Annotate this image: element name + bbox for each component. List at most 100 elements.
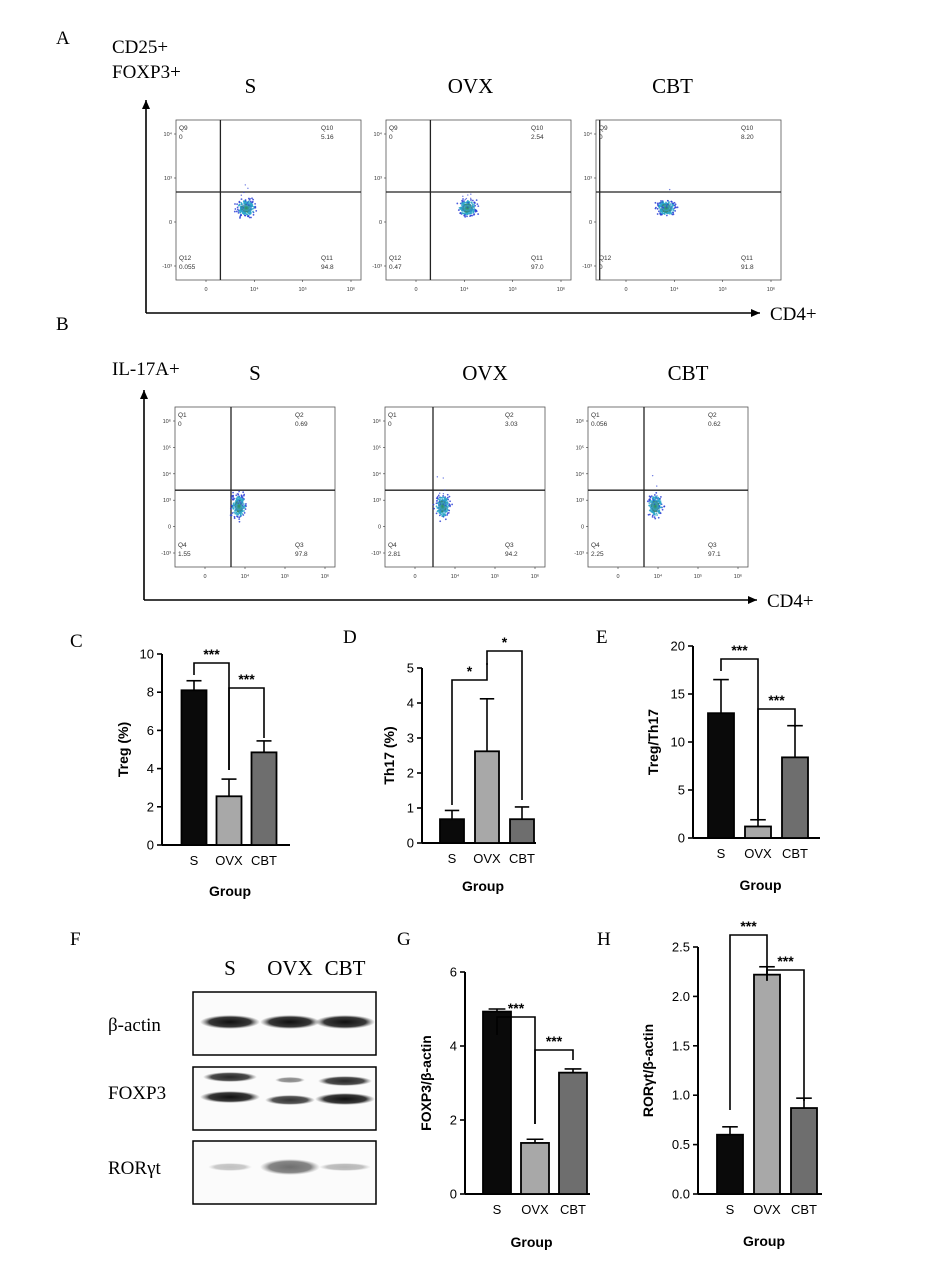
quadrant-ul-value: 0: [388, 421, 392, 428]
plot-frame: [384, 406, 546, 568]
event-dot: [235, 498, 238, 501]
event-dot: [238, 516, 241, 519]
event-dot: [239, 217, 241, 219]
event-dot: [654, 207, 657, 210]
bar-cbt: [558, 1071, 588, 1195]
event-dot: [666, 205, 668, 207]
quadrant-ur-value: 0.62: [708, 421, 721, 428]
event-dot: [465, 197, 468, 200]
quadrant-lr-value: 94.8: [321, 264, 334, 271]
x-tick-label: OVX: [473, 851, 501, 866]
event-dot: [444, 518, 447, 521]
quadrant-lr-value: 97.1: [708, 551, 721, 558]
event-dot: [472, 211, 475, 214]
event-dot: [239, 211, 242, 214]
y-tick-label: 10⁴: [373, 471, 382, 478]
event-dot: [446, 513, 449, 516]
event-dot: [471, 214, 473, 217]
event-dot: [477, 213, 480, 215]
blot-band: [260, 1159, 320, 1175]
event-dot: [438, 500, 440, 503]
bar-cbt: [250, 751, 278, 846]
significance-label: ***: [740, 918, 757, 934]
flow-plot-ovx: OVX Q1 0 Q2 3.03 Q4 2.81 Q3 94.2 10⁶ 10⁵ 10⁴ 10³ 0 -10…: [371, 361, 546, 580]
y-tick-label: 0: [589, 220, 592, 226]
x-tick-label: 0: [413, 574, 416, 580]
plot-title: CBT: [668, 361, 709, 385]
blot-band: [319, 1163, 371, 1171]
quadrant-ll-value: 1.55: [178, 551, 191, 558]
x-tick-label: OVX: [521, 1202, 549, 1217]
event-dot: [231, 512, 234, 514]
event-dot: [648, 504, 650, 507]
quadrant-ur-value: 2.54: [531, 134, 544, 141]
y-tick-label: 10³: [163, 498, 171, 504]
cell-cluster: [432, 476, 454, 523]
event-dot: [467, 200, 470, 203]
event-dot: [672, 209, 675, 212]
bar-s: [482, 1010, 512, 1195]
cell-cluster: [456, 193, 480, 218]
event-dot: [655, 497, 657, 499]
quadrant-ll-value: 0: [599, 264, 603, 271]
cell-cluster: [654, 188, 679, 217]
event-dot: [442, 495, 445, 497]
event-dot: [249, 200, 252, 203]
blot-row-label: RORγt: [108, 1158, 161, 1179]
event-dot: [665, 201, 667, 204]
x-tick-label: 10⁵: [508, 286, 516, 293]
blot-band: [318, 1076, 372, 1086]
event-dot: [254, 206, 257, 209]
event-dot: [238, 496, 240, 499]
event-dot: [448, 509, 451, 512]
event-dot: [648, 513, 651, 516]
event-dot: [229, 514, 232, 517]
quadrant-lr-value: 97.8: [295, 551, 308, 558]
significance-label: *: [502, 634, 508, 650]
event-dot: [237, 211, 240, 214]
event-dot: [444, 489, 446, 491]
x-tick-label: 10⁵: [491, 573, 499, 580]
event-dot: [446, 508, 449, 511]
event-dot: [657, 210, 660, 213]
event-dot: [649, 509, 652, 512]
significance-label: ***: [546, 1033, 563, 1049]
event-dot: [668, 188, 671, 191]
event-dot: [648, 498, 651, 501]
event-dot: [466, 206, 469, 209]
quadrant-ul-name: Q1: [388, 412, 397, 419]
significance-bracket: [729, 934, 768, 1110]
y-tick-label: -10³: [574, 551, 584, 557]
cluster-core: [660, 203, 673, 213]
event-dot: [237, 502, 239, 505]
event-dot: [233, 515, 236, 518]
event-dot: [232, 503, 235, 506]
event-dot: [462, 195, 464, 198]
blot-band: [200, 1091, 260, 1103]
event-dot: [661, 201, 663, 203]
x-axis-label: Group: [511, 1234, 553, 1250]
blot-band: [265, 1095, 315, 1105]
event-dot: [464, 214, 467, 216]
quadrant-ur-name: Q2: [505, 412, 514, 419]
event-dot: [433, 507, 435, 510]
significance-bracket: [451, 663, 488, 805]
event-dot: [657, 203, 659, 206]
bar-s: [707, 712, 735, 839]
quadrant-ur-name: Q10: [741, 125, 754, 132]
quadrant-ur-name: Q10: [531, 125, 544, 132]
y-tick-label: 10⁴: [163, 471, 172, 478]
event-dot: [235, 494, 238, 497]
event-dot: [464, 201, 467, 204]
panel-f-western-blot: S OVX CBT β-actin FOXP3 RORγt: [108, 956, 377, 1205]
x-tick-label: CBT: [791, 1202, 817, 1217]
event-dot: [236, 496, 239, 499]
x-tick-label: 10⁴: [250, 286, 259, 293]
x-tick-label: S: [448, 851, 457, 866]
event-dot: [240, 194, 243, 196]
y-tick-label: 10⁶: [373, 418, 381, 425]
event-dot: [243, 191, 245, 194]
event-dot: [238, 201, 241, 204]
x-tick-label: 10⁵: [694, 573, 702, 580]
